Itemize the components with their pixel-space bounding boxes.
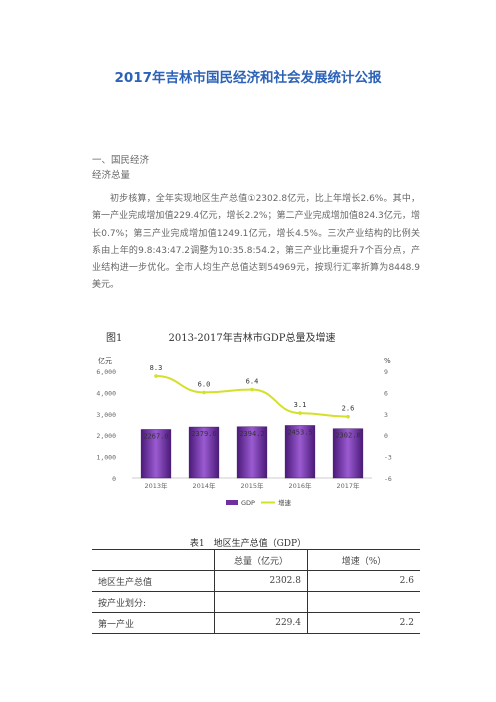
- document-title: 2017年吉林市国民经济和社会发展统计公报: [114, 70, 382, 86]
- gdp-bar: [188, 426, 220, 479]
- gdp-bar-label: 2453.5: [287, 428, 312, 436]
- gdp-bar: [284, 425, 316, 479]
- y-right-tick-label: 3: [384, 411, 388, 419]
- table-caption: 表1 地区生产总值（GDP）: [189, 539, 307, 549]
- gdp-table: 总量（亿元） 增速（%） 地区生产总值 2302.8 2.6 按产业划分: 第一…: [92, 549, 420, 634]
- legend-swatch-gdp: [226, 500, 238, 505]
- total-cell: [214, 591, 308, 613]
- gdp-bar-label: 2394.2: [239, 430, 264, 438]
- growth-point-label: 3.1: [294, 401, 307, 409]
- growth-point-label: 6.0: [198, 380, 211, 388]
- growth-cell: 2.6: [307, 570, 420, 592]
- y-left-tick-label: 4,000: [96, 389, 116, 397]
- legend-label-gdp: GDP: [241, 499, 255, 507]
- table-row: 地区生产总值 2302.8 2.6: [92, 570, 420, 592]
- x-tick-label: 2015年: [240, 481, 264, 490]
- y-left-tick-label: 3,000: [96, 411, 116, 419]
- growth-cell: 2.2: [307, 612, 420, 634]
- y-right-tick-label: 9: [384, 368, 388, 376]
- growth-point: [250, 387, 254, 392]
- header-cell: 增速（%）: [307, 549, 420, 571]
- y-left-tick-label: 6,000: [96, 368, 116, 376]
- legend-label-growth: 增速: [278, 498, 292, 507]
- gdp-bar-label: 2267.0: [143, 432, 168, 440]
- x-tick-label: 2013年: [144, 481, 168, 490]
- x-tick-label: 2014年: [192, 481, 216, 490]
- table-row: 第一产业 229.4 2.2: [92, 612, 420, 634]
- y-right-tick-label: 0: [384, 432, 388, 440]
- table-header-row: 总量（亿元） 增速（%）: [92, 549, 420, 571]
- y-right-tick-label: -3: [384, 454, 392, 462]
- gdp-bar: [332, 428, 364, 479]
- y-left-tick-label: 0: [112, 475, 116, 483]
- subsection-heading-total: 经济总量: [92, 170, 131, 181]
- figure-label: 图1: [106, 332, 122, 344]
- x-tick-label: 2017年: [336, 481, 360, 490]
- growth-point: [202, 390, 206, 395]
- header-cell: 总量（亿元）: [214, 549, 308, 571]
- growth-point-label: 8.3: [150, 364, 163, 372]
- row-label: 地区生产总值: [92, 570, 215, 592]
- total-cell: 2302.8: [214, 570, 308, 592]
- section-heading-economy: 一、国民经济: [92, 155, 150, 166]
- row-label: 第一产业: [92, 612, 215, 634]
- growth-point: [154, 374, 158, 378]
- y-left-tick-label: 2,000: [96, 432, 116, 440]
- y-right-axis-title: %: [384, 357, 391, 365]
- gdp-bar-label: 2379.6: [191, 430, 216, 438]
- y-left-tick-label: 1,000: [96, 454, 116, 462]
- y-right-tick-label: 6: [384, 389, 388, 397]
- growth-point: [298, 411, 302, 415]
- x-tick-label: 2016年: [288, 481, 312, 490]
- growth-cell: [307, 591, 420, 613]
- growth-point: [346, 414, 350, 419]
- growth-point-label: 6.4: [246, 378, 259, 386]
- gdp-bar: [140, 429, 172, 479]
- growth-point-label: 2.6: [342, 405, 355, 413]
- gdp-bar-label: 2302.8: [335, 432, 360, 440]
- header-cell: [92, 549, 215, 571]
- gdp-bar: [236, 426, 268, 479]
- gdp-chart: 6,000 4,000 3,000 2,000 1,000 0 9 6 3 0 -3 -6 亿元% 图1 2…: [86, 327, 404, 515]
- y-right-tick-label: -6: [384, 475, 392, 483]
- table-row: 按产业划分:: [92, 591, 420, 613]
- row-label: 按产业划分:: [92, 591, 215, 613]
- total-cell: 229.4: [214, 612, 308, 634]
- chart-title: 2013-2017年吉林市GDP总量及增速: [168, 331, 335, 344]
- y-left-axis-title: 亿元: [98, 356, 112, 365]
- summary-paragraph: 初步核算，全年实现地区生产总值①2302.8亿元，比上年增长2.6%。其中，第一…: [92, 194, 420, 291]
